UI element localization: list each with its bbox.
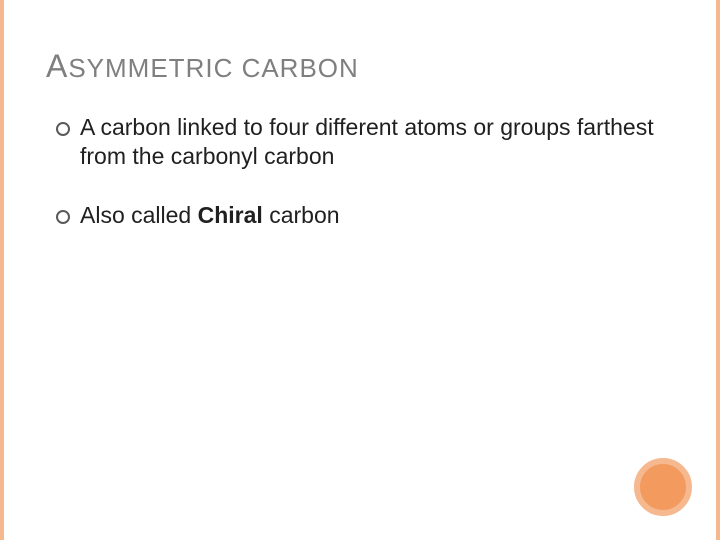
bullet-text-after: carbon (263, 202, 340, 228)
bullet-list: A carbon linked to four different atoms … (46, 113, 674, 229)
list-item: A carbon linked to four different atoms … (56, 113, 674, 171)
title-rest: SYMMETRIC CARBON (68, 53, 358, 83)
bullet-bold: Chiral (198, 202, 263, 228)
bullet-text: A carbon linked to four different atoms … (80, 114, 654, 169)
list-item: Also called Chiral carbon (56, 201, 674, 230)
bullet-text: Also called (80, 202, 198, 228)
slide-title: ASYMMETRIC CARBON (46, 48, 674, 85)
title-first-letter: A (46, 48, 68, 84)
slide: ASYMMETRIC CARBON A carbon linked to fou… (0, 0, 720, 540)
corner-circle-icon (634, 458, 692, 516)
